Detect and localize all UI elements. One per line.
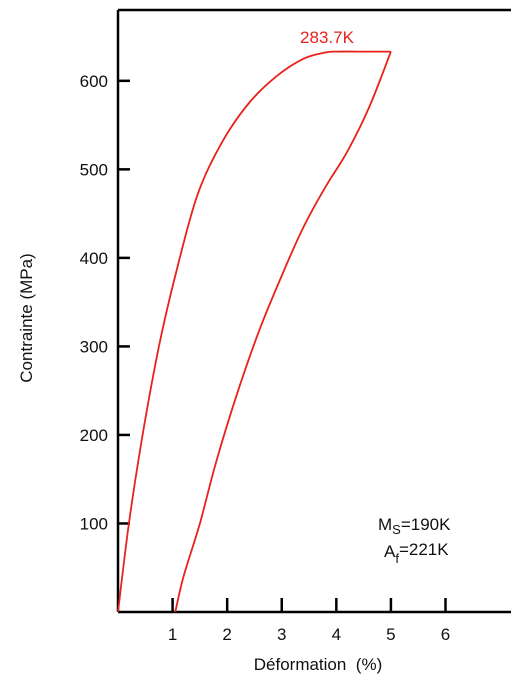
af-annotation: Af=221K xyxy=(384,540,449,566)
af-sub: f xyxy=(395,551,399,566)
y-axis-title: Contrainte (MPa) xyxy=(17,253,36,382)
curve-label: 283.7K xyxy=(300,28,355,47)
x-axis-title: Déformation (%) xyxy=(254,655,382,674)
x-tick-label: 5 xyxy=(386,625,395,644)
curve-unloading xyxy=(174,51,392,613)
y-tick-label: 500 xyxy=(80,160,108,179)
y-tick-label: 200 xyxy=(80,426,108,445)
ms-value: =190K xyxy=(401,515,451,534)
plot-frame xyxy=(116,8,511,614)
x-tick-label: 6 xyxy=(441,625,450,644)
x-tick-label: 1 xyxy=(168,625,177,644)
curve-loading xyxy=(117,50,391,613)
y-tick-label: 600 xyxy=(80,72,108,91)
y-tick-label: 100 xyxy=(80,514,108,533)
hysteresis-curve xyxy=(117,50,392,613)
x-axis-ticks: 1 2 3 4 5 6 xyxy=(168,598,450,644)
x-tick-label: 4 xyxy=(332,625,341,644)
af-main: A xyxy=(384,542,396,561)
y-tick-label: 300 xyxy=(80,337,108,356)
ms-main: M xyxy=(378,515,392,534)
y-axis-ticks: 100 200 300 400 500 600 xyxy=(80,72,130,533)
x-tick-label: 2 xyxy=(222,625,231,644)
ms-annotation: MS=190K xyxy=(378,515,451,537)
af-value: =221K xyxy=(399,540,449,559)
y-tick-label: 400 xyxy=(80,249,108,268)
x-tick-label: 3 xyxy=(277,625,286,644)
ms-sub: S xyxy=(392,522,401,537)
